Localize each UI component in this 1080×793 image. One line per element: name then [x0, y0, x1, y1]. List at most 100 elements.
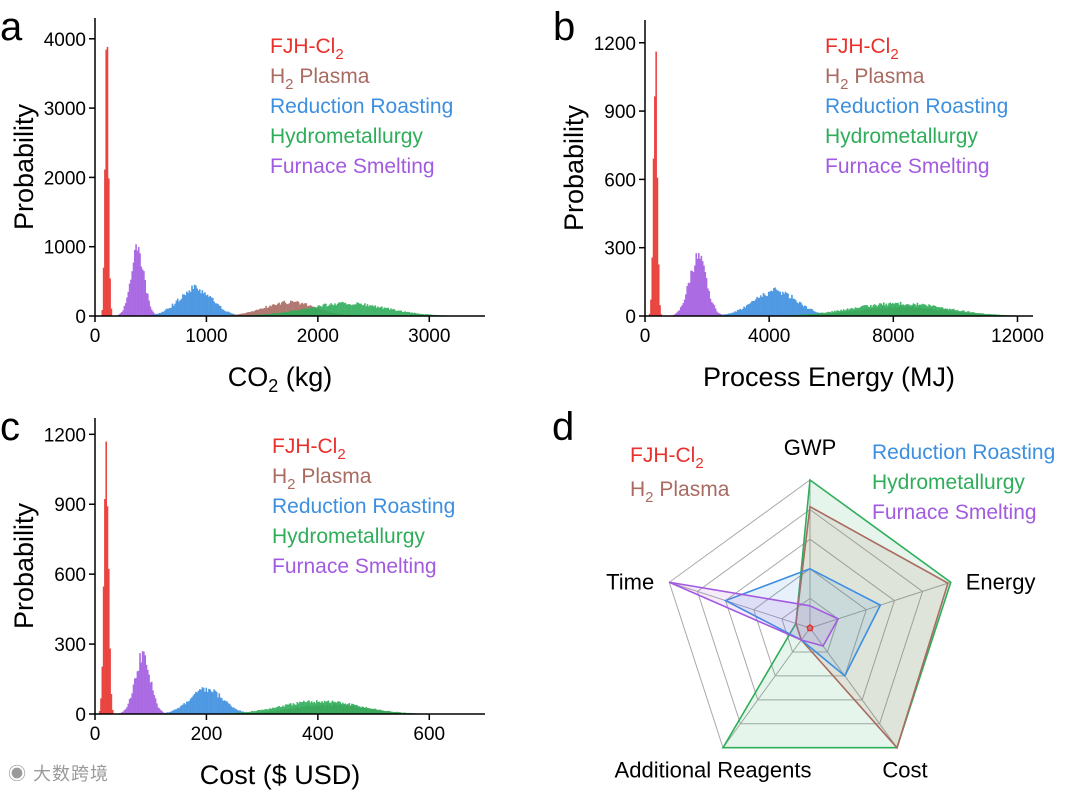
hist-bar [392, 711, 395, 714]
hist-bar [231, 313, 234, 316]
hist-bar [176, 708, 179, 714]
hist-bar [912, 303, 915, 316]
hist-bar [892, 303, 894, 316]
hist-bar [805, 306, 807, 316]
legend-item-fjh-cl2: FJH-Cl2 [825, 35, 899, 63]
hist-bar [287, 704, 289, 714]
hist-bar [310, 307, 313, 316]
hist-bar [732, 312, 735, 316]
hist-bar [860, 306, 863, 316]
hist-bar [687, 282, 690, 316]
hist-bar [327, 700, 330, 714]
hist-bar [760, 295, 762, 316]
radar-grid-ring [696, 508, 924, 725]
hist-bar [655, 51, 657, 316]
radar-grid-ring [724, 538, 896, 701]
hist-bar [811, 314, 814, 316]
hist-bar [321, 306, 323, 316]
hist-bar [234, 314, 236, 316]
hist-bar [261, 308, 263, 316]
hist-bar [692, 272, 695, 316]
radar-axis-label-time: Time [606, 569, 654, 594]
hist-bar [907, 304, 910, 316]
hist-bar [339, 302, 341, 316]
hist-bar [889, 302, 892, 316]
x-tick-label: 600 [413, 724, 445, 745]
hist-bar [756, 296, 758, 316]
hist-bar [179, 706, 182, 714]
hist-bar [783, 293, 785, 316]
hist-bar [252, 311, 254, 316]
hist-bar [876, 306, 879, 316]
hist-bar [939, 307, 942, 316]
hist-bar [757, 297, 760, 316]
hist-bar [192, 288, 195, 316]
hist-bar [134, 249, 136, 316]
hist-bar [273, 304, 275, 316]
hist-bar [396, 310, 399, 316]
hist-bar [191, 285, 193, 316]
hist-bar [807, 308, 810, 316]
hist-bar [723, 314, 726, 316]
hist-bar [186, 701, 188, 714]
hist-bar [270, 314, 273, 316]
hist-bar [983, 313, 986, 316]
hist-bar [143, 271, 145, 316]
hist-bar [839, 311, 841, 316]
hist-bar [119, 313, 122, 316]
hist-bar [218, 305, 221, 316]
hist-bar [299, 310, 301, 316]
hist-bar [886, 305, 889, 316]
hist-bar [989, 313, 991, 316]
hist-bar [656, 177, 659, 316]
radar-axis-label-additional-reagents: Additional Reagents [615, 758, 812, 783]
hist-bar [978, 313, 981, 316]
hist-bar [688, 282, 691, 316]
hist-bar [401, 311, 404, 316]
hist-bar [271, 313, 274, 316]
hist-bar [782, 291, 784, 316]
hist-bar [703, 265, 705, 316]
hist-bar [249, 312, 252, 316]
hist-bar [325, 702, 327, 714]
hist-bar [213, 301, 215, 316]
hist-bar [251, 311, 253, 316]
hist-bar [373, 708, 375, 714]
hist-bar [810, 314, 813, 316]
hist-bar [136, 250, 139, 316]
hist-bar [154, 698, 157, 714]
hist-bar [217, 303, 219, 316]
hist-bar [301, 702, 304, 714]
hist-bar [101, 666, 104, 714]
hist-bar [292, 703, 295, 714]
hist-bar [209, 295, 211, 316]
hist-bar [223, 700, 226, 714]
hist-bar [780, 294, 783, 316]
hist-bar [972, 312, 974, 316]
hist-bar [169, 308, 171, 316]
hist-bar [278, 302, 280, 316]
hist-bar [379, 307, 382, 316]
hist-bar [977, 313, 979, 316]
hist-bar [884, 305, 886, 316]
hist-bar [946, 308, 948, 316]
hist-bar [127, 291, 130, 316]
hist-bar [377, 306, 379, 316]
hist-bar [716, 311, 718, 316]
hist-bar [744, 307, 747, 316]
hist-bar [227, 703, 230, 714]
hist-bar [683, 299, 686, 316]
hist-bar [174, 709, 176, 714]
legend-item-hydrometallurgy: Hydrometallurgy [872, 471, 1025, 494]
x-tick-label: 1000 [185, 326, 227, 347]
hist-bar [141, 651, 144, 714]
hist-bar [244, 313, 247, 316]
hist-bar [880, 303, 882, 316]
series-reduction-roasting [705, 287, 846, 316]
hist-bar [222, 309, 224, 316]
hist-bar [807, 314, 810, 316]
hist-bar [140, 662, 143, 714]
hist-bar [160, 709, 162, 714]
hist-bar [855, 307, 858, 316]
hist-bar [206, 294, 209, 316]
